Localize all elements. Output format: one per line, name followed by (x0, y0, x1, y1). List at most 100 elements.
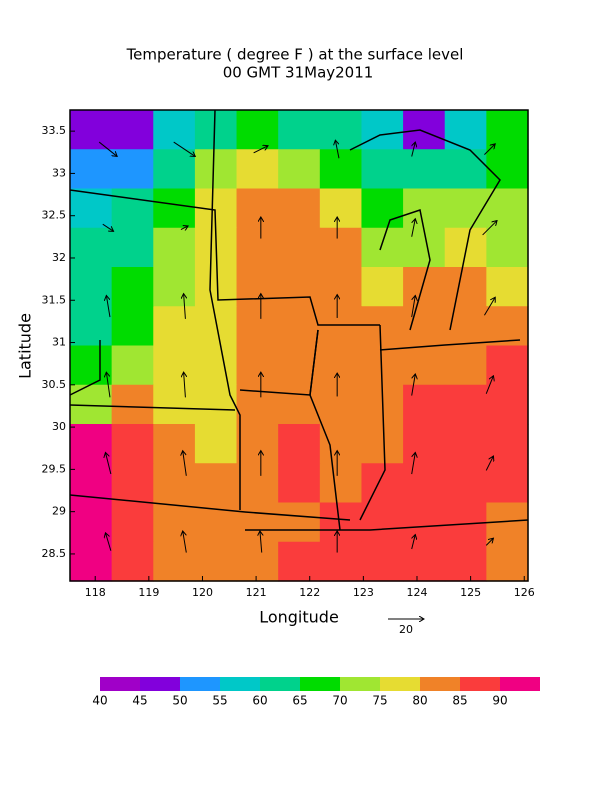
colorbar-box (340, 677, 380, 691)
temperature-cell (153, 345, 196, 386)
colorbar-box (180, 677, 220, 691)
temperature-cell (403, 188, 446, 229)
temperature-cell (278, 227, 321, 268)
colorbar-box (220, 677, 260, 691)
temperature-cell (236, 227, 279, 268)
wind-vector (180, 226, 188, 230)
x-tick-label: 126 (514, 586, 535, 599)
wind-vector (484, 297, 495, 316)
temperature-cell (486, 110, 529, 150)
temperature-cell (444, 110, 487, 150)
colorbar-box (300, 677, 340, 691)
temperature-cell (111, 227, 154, 268)
colorbar-label: 80 (412, 694, 427, 708)
temperature-cell (361, 306, 404, 347)
colorbar-box (460, 677, 500, 691)
colorbar-box (260, 677, 300, 691)
temperature-cell (153, 424, 196, 464)
temperature-cell (236, 541, 279, 582)
temperature-cell (194, 424, 238, 464)
wind-vector (253, 146, 268, 154)
temperature-cell (153, 227, 196, 268)
y-axis-label: Latitude (16, 313, 35, 379)
temperature-cell (361, 424, 404, 464)
temperature-cell (361, 110, 404, 150)
temperature-cell (361, 502, 404, 543)
temperature-cell (236, 267, 279, 307)
colorbar-label: 45 (132, 694, 147, 708)
temperature-cell (111, 149, 154, 190)
temperature-cell (319, 424, 363, 464)
y-tick-label: 32 (52, 251, 66, 264)
wind-vector (411, 452, 416, 475)
temperature-cell (153, 110, 196, 150)
x-axis-label: Longitude (259, 608, 339, 627)
temperature-cell (278, 541, 321, 582)
temperature-cell (278, 149, 321, 190)
x-tick-label: 120 (192, 586, 213, 599)
temperature-cell (194, 267, 238, 307)
temperature-cell (319, 306, 363, 347)
temperature-cell (70, 424, 113, 464)
temperature-cell (278, 267, 321, 307)
state-borders (69, 109, 529, 531)
plot-frame (69, 109, 529, 582)
temperature-cell (111, 463, 154, 504)
subtitle: 00 GMT 31May2011 (223, 64, 374, 82)
wind-vectors (98, 140, 497, 553)
wind-vector (106, 295, 111, 318)
temperature-cell (444, 267, 487, 307)
colorbar-box (380, 677, 420, 691)
wind-vector (184, 372, 186, 398)
title: Temperature ( degree F ) at the surface … (126, 46, 464, 64)
temperature-cell (278, 306, 321, 347)
temperature-cell (361, 188, 404, 229)
temperature-cell (236, 188, 279, 229)
temperature-cell (278, 463, 321, 504)
wind-vector (411, 374, 416, 396)
wind-vector (412, 142, 416, 157)
temperature-cell (70, 306, 113, 347)
wind-vector (106, 372, 111, 398)
temperature-cell (153, 149, 196, 190)
temperature-cell (444, 149, 487, 190)
wind-vector (485, 376, 493, 394)
temperature-cell (278, 110, 321, 150)
temperature-cell (70, 541, 113, 582)
temperature-cell (403, 110, 446, 150)
temperature-cell (111, 541, 154, 582)
temperature-cell (153, 463, 196, 504)
y-tick-label: 33.5 (42, 124, 67, 137)
colorbar-box (500, 677, 540, 691)
temperature-cell (278, 424, 321, 464)
temperature-cell (70, 345, 113, 386)
temperature-cell (444, 384, 487, 425)
x-tick-label: 118 (85, 586, 106, 599)
temperature-cell (236, 463, 279, 504)
temperature-cell (361, 541, 404, 582)
temperature-cell (361, 227, 404, 268)
temperature-cell (403, 345, 446, 386)
temperature-cell (319, 267, 363, 307)
temperature-cell (194, 384, 238, 425)
temperature-cell (236, 424, 279, 464)
temperature-cell (111, 345, 154, 386)
y-tick-label: 29 (52, 505, 66, 518)
colorbar-label: 75 (372, 694, 387, 708)
temperature-cell (111, 502, 154, 543)
colorbar-label: 85 (452, 694, 467, 708)
wind-vector (260, 531, 262, 553)
y-tick-label: 29.5 (42, 462, 67, 475)
temperature-cell (236, 149, 279, 190)
temperature-cell (319, 227, 363, 268)
wind-vector (183, 451, 187, 476)
wind-vector (105, 533, 112, 551)
temperature-cell (444, 541, 487, 582)
temperature-cell (444, 345, 487, 386)
temperature-cell (319, 463, 363, 504)
x-tick-label: 124 (406, 586, 427, 599)
colorbar-label: 90 (492, 694, 507, 708)
wind-vector (105, 452, 112, 475)
temperature-cell (236, 306, 279, 347)
